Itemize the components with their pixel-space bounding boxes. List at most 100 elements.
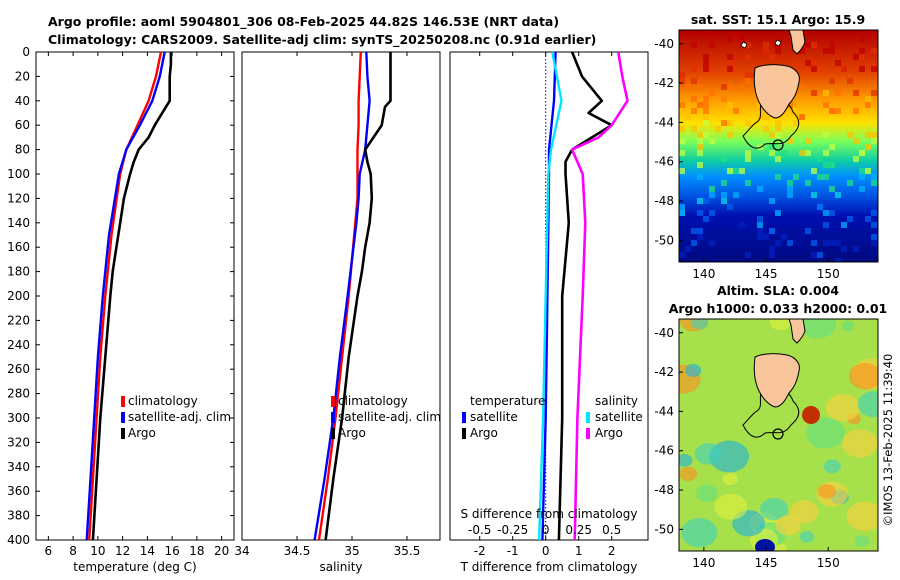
temperature-legend: climatology satellite-adj. clim Argo [121,394,231,440]
sst-map: 140 145 150 -40 -42 -44 -46 -48 -50 [654,29,879,281]
series-line-satellite-adj-clim [85,51,166,541]
legend-argo-swatch [121,428,125,439]
sst-pixel [709,42,715,48]
island [740,41,748,49]
sla-anomaly [806,417,845,449]
sst-pixel [775,120,781,126]
mainland-landmass [788,319,806,344]
sst-pixel [733,30,739,36]
sst-pixel [775,156,781,162]
s-x-tick-label: 0.25 [565,523,592,537]
sst-pixel [697,234,703,240]
sst-pixel [727,84,733,90]
sla-anomaly [841,429,878,458]
sst-pixel [823,210,829,216]
title-line-2: Climatology: CARS2009. Satellite-adj cli… [48,32,596,48]
sst-pixel [697,132,703,138]
series-line-temperature-argo [557,51,614,541]
sst-pixel [679,150,685,156]
x-tick-label: 2 [608,544,616,558]
sst-pixel [769,54,775,60]
sst-pixel [721,96,727,102]
sst-pixel [871,138,877,144]
sst-pixel [691,228,697,234]
sla-anomaly [760,497,789,521]
sla-anomaly [691,319,709,330]
sst-pixel [739,168,745,174]
s-x-tick-label: -0.5 [468,523,491,537]
sst-map-frame [678,29,879,263]
sst-pixel [799,48,805,54]
map-x-tick-label: 145 [755,267,778,281]
sla-anomaly [685,363,702,377]
map-y-tick-label: -46 [654,155,674,169]
y-tick-label: 100 [7,167,30,181]
sst-pixel [781,234,787,240]
sst-pixel [817,174,823,180]
sst-pixel [679,126,685,132]
x-tick-label: 34.5 [284,544,311,558]
sst-pixel [703,108,709,114]
x-tick-label: 16 [164,544,179,558]
sst-pixel [841,66,847,72]
sst-pixel [763,48,769,54]
sla-anomaly [823,459,841,474]
sst-pixel [727,36,733,42]
sst-pixel [769,252,775,258]
sst-pixel [709,90,715,96]
sst-pixel [709,210,715,216]
sst-pixel [835,240,841,246]
sla-anomaly [857,391,878,418]
sst-pixel [853,108,859,114]
sst-pixel [859,168,865,174]
sst-pixel [793,60,799,66]
sst-pixel [745,54,751,60]
s-difference-xlabel: S difference from climatology [461,507,638,521]
sst-pixel [853,246,859,252]
argo-float-marker [772,428,784,440]
x-tick-label: 12 [115,544,130,558]
sla-map-title-2: Argo h1000: 0.033 h2000: 0.01 [669,301,888,316]
sst-pixel [829,210,835,216]
sst-pixel [835,60,841,66]
s-x-tick-label: -0.25 [497,523,528,537]
x-tick-label: -1 [507,544,519,558]
temperature-xlabel: temperature (deg C) [73,560,196,574]
map-y-tick-label: -44 [654,115,674,129]
sst-pixel [841,222,847,228]
x-tick-label: 1 [575,544,583,558]
sst-pixel [769,198,775,204]
sla-anomaly [681,518,718,548]
sst-pixel [841,246,847,252]
legend-argo-swatch [331,428,335,439]
sst-pixel [763,42,769,48]
sst-pixel [739,36,745,42]
legend-satellite-label: satellite-adj. clim [338,410,441,424]
sst-pixel [787,180,793,186]
sla-map-frame [678,318,879,552]
sst-pixel [823,150,829,156]
legend-satellite-swatch [331,412,335,423]
series-line-argo [91,52,173,541]
sst-pixel [823,90,829,96]
x-tick-label: 6 [45,544,53,558]
sla-map-image [679,319,878,551]
sst-pixel [829,108,835,114]
sst-pixel [703,96,709,102]
sst-pixel [865,102,871,108]
sst-pixel [787,192,793,198]
sst-pixel [745,156,751,162]
series-line-salinity-argo [570,51,629,541]
sst-pixel [721,156,727,162]
difference-legend-temperature: temperature satellite Argo [462,394,545,440]
sst-pixel [745,180,751,186]
sst-pixel [727,120,733,126]
sst-pixel [727,60,733,66]
sst-pixel [727,132,733,138]
sla-anomaly [695,484,718,503]
sst-pixel [679,168,685,174]
sst-pixel [697,144,703,150]
y-tick-label: 180 [7,265,30,279]
sst-pixel [721,192,727,198]
sst-pixel [787,138,793,144]
